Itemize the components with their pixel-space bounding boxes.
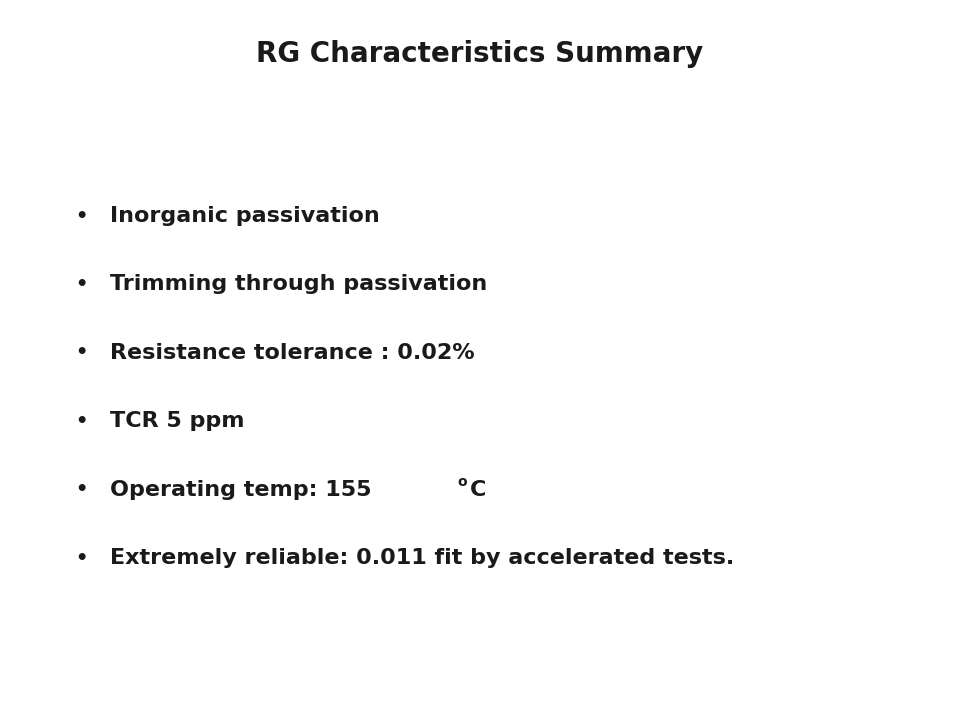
Text: •: • — [76, 480, 87, 499]
Text: •: • — [76, 343, 87, 362]
Text: Resistance tolerance : 0.02%: Resistance tolerance : 0.02% — [110, 343, 475, 363]
Text: •: • — [76, 412, 87, 431]
Text: •: • — [76, 275, 87, 294]
Text: Extremely reliable: 0.011 fit by accelerated tests.: Extremely reliable: 0.011 fit by acceler… — [110, 548, 734, 568]
Text: RG Characteristics Summary: RG Characteristics Summary — [256, 40, 704, 68]
Text: •: • — [76, 549, 87, 567]
Text: Operating temp: 155: Operating temp: 155 — [110, 480, 379, 500]
Text: o: o — [458, 474, 468, 489]
Text: Trimming through passivation: Trimming through passivation — [110, 274, 488, 294]
Text: TCR 5 ppm: TCR 5 ppm — [110, 411, 245, 431]
Text: •: • — [76, 207, 87, 225]
Text: Inorganic passivation: Inorganic passivation — [110, 206, 380, 226]
Text: C: C — [470, 480, 487, 500]
